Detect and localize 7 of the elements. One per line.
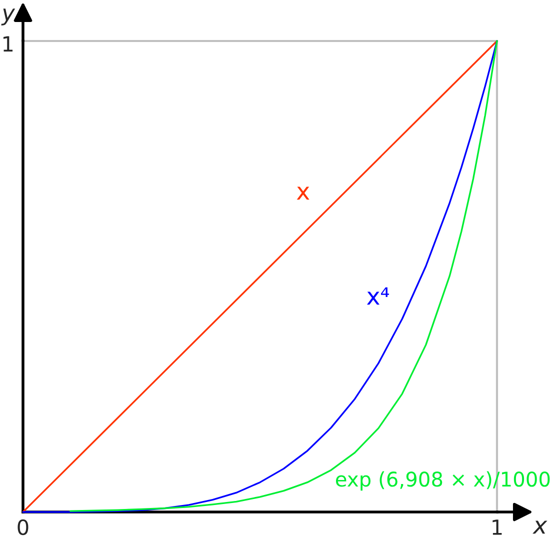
series-label: x⁴ xyxy=(366,287,389,305)
text: 1 xyxy=(3,36,13,52)
x-axis-title: x xyxy=(532,520,548,534)
series-label: exp (6,908 × x)/1000 xyxy=(336,471,550,491)
series-label: x xyxy=(296,186,310,200)
y-axis-title: y xyxy=(1,8,16,26)
x-tick-label: 0 xyxy=(18,519,28,536)
